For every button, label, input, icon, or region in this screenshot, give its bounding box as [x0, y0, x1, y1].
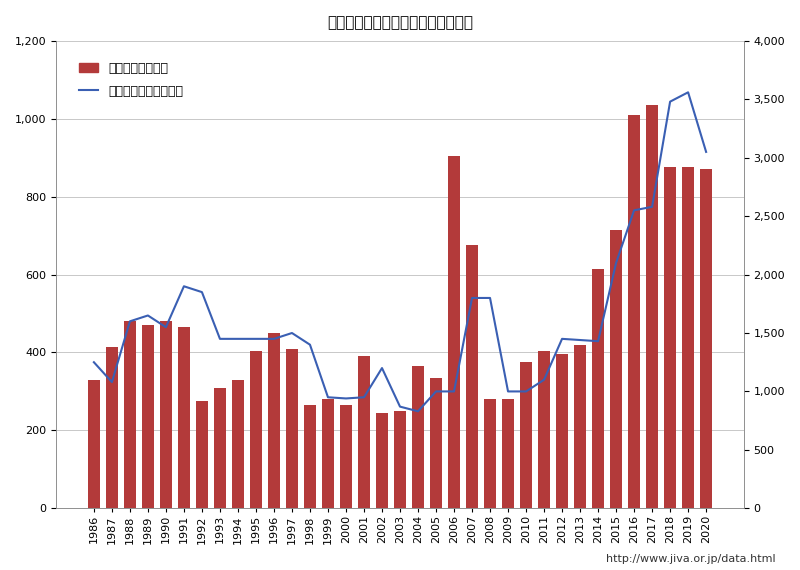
Bar	[250, 351, 262, 508]
Bar	[520, 362, 532, 508]
Bar	[394, 411, 406, 508]
Bar	[124, 321, 136, 508]
Bar	[340, 405, 352, 508]
Bar	[358, 356, 370, 508]
Bar	[87, 380, 100, 508]
Bar	[502, 399, 514, 508]
Bar	[322, 399, 334, 508]
Bar	[538, 351, 550, 508]
Bar	[160, 321, 172, 508]
Bar	[214, 388, 226, 508]
Bar	[556, 355, 568, 508]
Bar	[574, 345, 586, 508]
Bar	[646, 105, 658, 508]
Bar	[286, 349, 298, 508]
Bar	[412, 366, 424, 508]
Bar	[232, 380, 244, 508]
Bar	[268, 333, 280, 508]
Bar	[376, 413, 388, 508]
Bar	[448, 156, 460, 508]
Text: http://www.jiva.or.jp/data.html: http://www.jiva.or.jp/data.html	[606, 554, 776, 564]
Bar	[682, 168, 694, 508]
Bar	[106, 347, 118, 508]
Title: 無人搬送車システム納入実績の推移: 無人搬送車システム納入実績の推移	[327, 15, 473, 30]
Bar	[610, 230, 622, 508]
Legend: 台数（右目盛り）, システム数（左目盛）: 台数（右目盛り）, システム数（左目盛）	[70, 52, 194, 108]
Bar	[430, 378, 442, 508]
Bar	[700, 169, 713, 508]
Bar	[592, 268, 604, 508]
Bar	[664, 168, 676, 508]
Bar	[628, 115, 640, 508]
Bar	[196, 401, 208, 508]
Bar	[466, 245, 478, 508]
Bar	[142, 325, 154, 508]
Bar	[178, 327, 190, 508]
Bar	[304, 405, 316, 508]
Bar	[484, 399, 496, 508]
